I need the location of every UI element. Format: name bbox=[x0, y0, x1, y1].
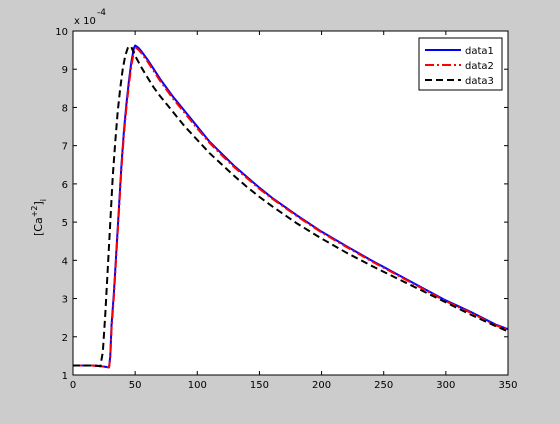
y-label-bracket: ] bbox=[32, 201, 45, 205]
y-label-base: [Ca bbox=[32, 217, 45, 236]
series-line-data2 bbox=[73, 47, 509, 369]
x-tick-label: 100 bbox=[188, 380, 207, 391]
legend: data1 data2 data3 bbox=[418, 37, 503, 91]
y-tick-label: 5 bbox=[62, 218, 68, 229]
x-tick-label: 50 bbox=[129, 380, 142, 391]
y-tick-label: 10 bbox=[55, 27, 68, 38]
y-tick-label: 1 bbox=[62, 371, 68, 382]
y-tick-label: 4 bbox=[62, 256, 68, 267]
y-tick-label: 3 bbox=[62, 295, 68, 306]
legend-items: data1 data2 data3 bbox=[425, 46, 494, 87]
legend-label-data1: data1 bbox=[465, 46, 494, 57]
x-tick-label: 150 bbox=[250, 380, 269, 391]
x-tick-label: 250 bbox=[374, 380, 393, 391]
y-label-subscript: i bbox=[39, 199, 48, 201]
y-tick-label: 7 bbox=[62, 142, 68, 153]
y-tick-label: 8 bbox=[62, 103, 68, 114]
legend-label-data2: data2 bbox=[465, 61, 494, 72]
y-tick-label: 9 bbox=[62, 65, 68, 76]
x-tick-label: 200 bbox=[312, 380, 331, 391]
y-tick-label: 6 bbox=[62, 180, 68, 191]
series-layer bbox=[73, 44, 509, 369]
plot-border bbox=[72, 30, 509, 376]
y-label-superscript: +2 bbox=[30, 205, 39, 217]
y-axis-label: [Ca+2]i bbox=[30, 199, 48, 236]
series-line-data3 bbox=[73, 45, 509, 368]
x-tick-label: 350 bbox=[498, 380, 517, 391]
x-tick-label: 300 bbox=[436, 380, 455, 391]
y-label-text: [Ca+2]i bbox=[30, 199, 48, 236]
y-multiplier-exponent: -4 bbox=[97, 8, 106, 18]
y-multiplier-base: x 10 bbox=[74, 16, 96, 27]
y-axis: 1 2 3 4 5 6 7 8 9 10 bbox=[55, 27, 508, 382]
x-axis: 0 50 100 150 200 250 300 350 bbox=[70, 31, 518, 391]
y-axis-multiplier: x 10 -4 bbox=[74, 8, 106, 27]
legend-label-data3: data3 bbox=[465, 76, 494, 87]
y-tick-label: 2 bbox=[62, 333, 68, 344]
x-tick-label: 0 bbox=[70, 380, 76, 391]
